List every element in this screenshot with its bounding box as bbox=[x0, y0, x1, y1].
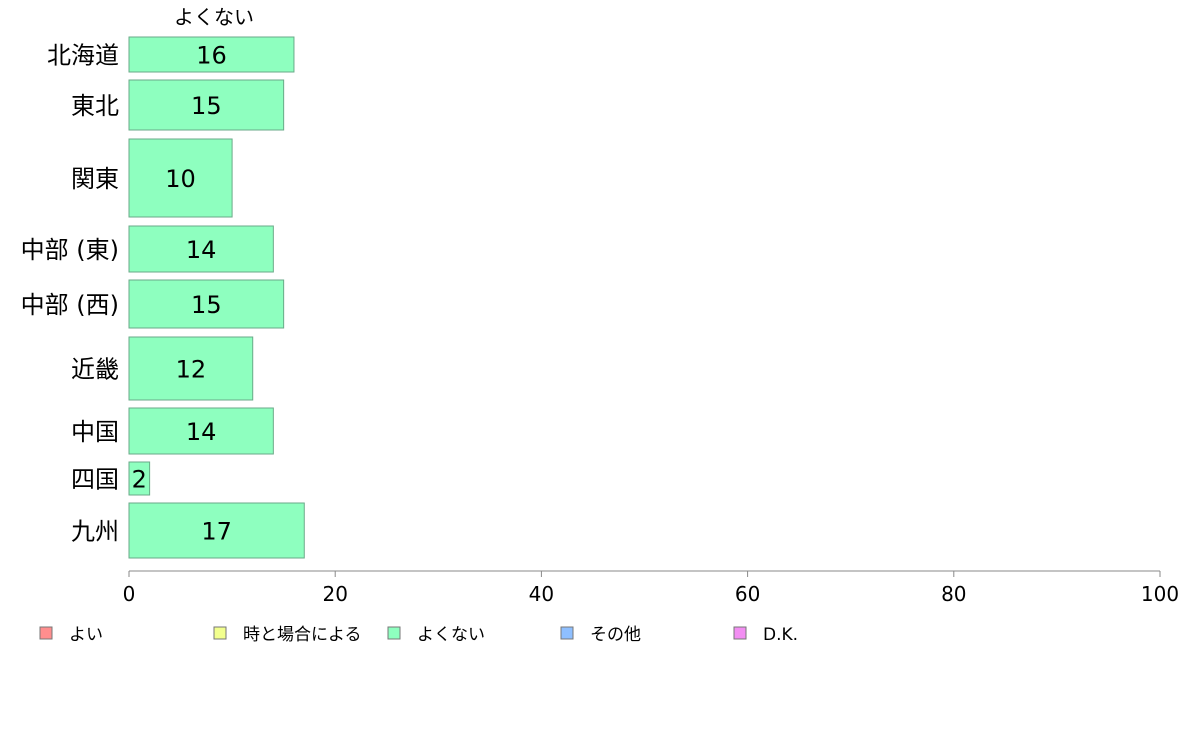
category-label: 東北 bbox=[71, 92, 119, 120]
bar-value-label: 12 bbox=[176, 356, 207, 384]
legend-swatch bbox=[213, 626, 227, 640]
x-axis: 0 20 40 60 80 100 bbox=[123, 570, 1179, 606]
x-tick-label: 60 bbox=[735, 582, 760, 606]
category-label: 中部 (西) bbox=[21, 291, 119, 319]
bar bbox=[128, 225, 274, 273]
bar-value-label: 14 bbox=[186, 236, 217, 264]
x-tick-label: 0 bbox=[123, 582, 136, 606]
legend-swatch bbox=[387, 626, 401, 640]
legend-swatch bbox=[39, 626, 53, 640]
bar-value-label: 15 bbox=[191, 92, 222, 120]
legend-label: その他 bbox=[590, 625, 641, 645]
bar-value-label: 2 bbox=[132, 466, 147, 494]
category-label: 四国 bbox=[71, 466, 119, 494]
legend-label: よい bbox=[69, 625, 103, 645]
x-tick-label: 40 bbox=[529, 582, 554, 606]
x-tick-label: 20 bbox=[322, 582, 347, 606]
legend-label: よくない bbox=[417, 625, 485, 645]
category-label: 関東 bbox=[71, 165, 119, 193]
bar-value-label: 14 bbox=[186, 418, 217, 446]
bar bbox=[128, 36, 295, 73]
bar bbox=[128, 336, 254, 401]
category-label: 北海道 bbox=[47, 42, 119, 70]
legend-swatch bbox=[560, 626, 574, 640]
bars-group: 北海道 16 東北 15 関東 10 中部 (東) 14 中部 (西) 15 近畿 12 中国 14 四国 2… bbox=[21, 36, 305, 559]
category-label: 中国 bbox=[71, 418, 119, 446]
series-title: よくない bbox=[174, 5, 254, 29]
bar bbox=[128, 79, 285, 131]
bar bbox=[128, 502, 305, 559]
bar bbox=[128, 138, 233, 218]
legend-label: 時と場合による bbox=[243, 625, 362, 645]
x-tick-label: 100 bbox=[1141, 582, 1179, 606]
bar-value-label: 15 bbox=[191, 291, 222, 319]
category-label: 中部 (東) bbox=[21, 236, 119, 264]
category-label: 近畿 bbox=[71, 356, 119, 384]
legend-swatch bbox=[733, 626, 747, 640]
bar bbox=[128, 461, 151, 496]
bar bbox=[128, 279, 285, 329]
category-label: 九州 bbox=[71, 518, 119, 546]
bar bbox=[128, 407, 274, 455]
bar-value-label: 10 bbox=[165, 165, 196, 193]
bar-value-label: 17 bbox=[201, 518, 232, 546]
legend-label: D.K. bbox=[763, 625, 798, 645]
legend: よい 時と場合による よくない その他 D.K. bbox=[39, 625, 798, 645]
x-tick-label: 80 bbox=[941, 582, 966, 606]
bar-value-label: 16 bbox=[196, 42, 227, 70]
